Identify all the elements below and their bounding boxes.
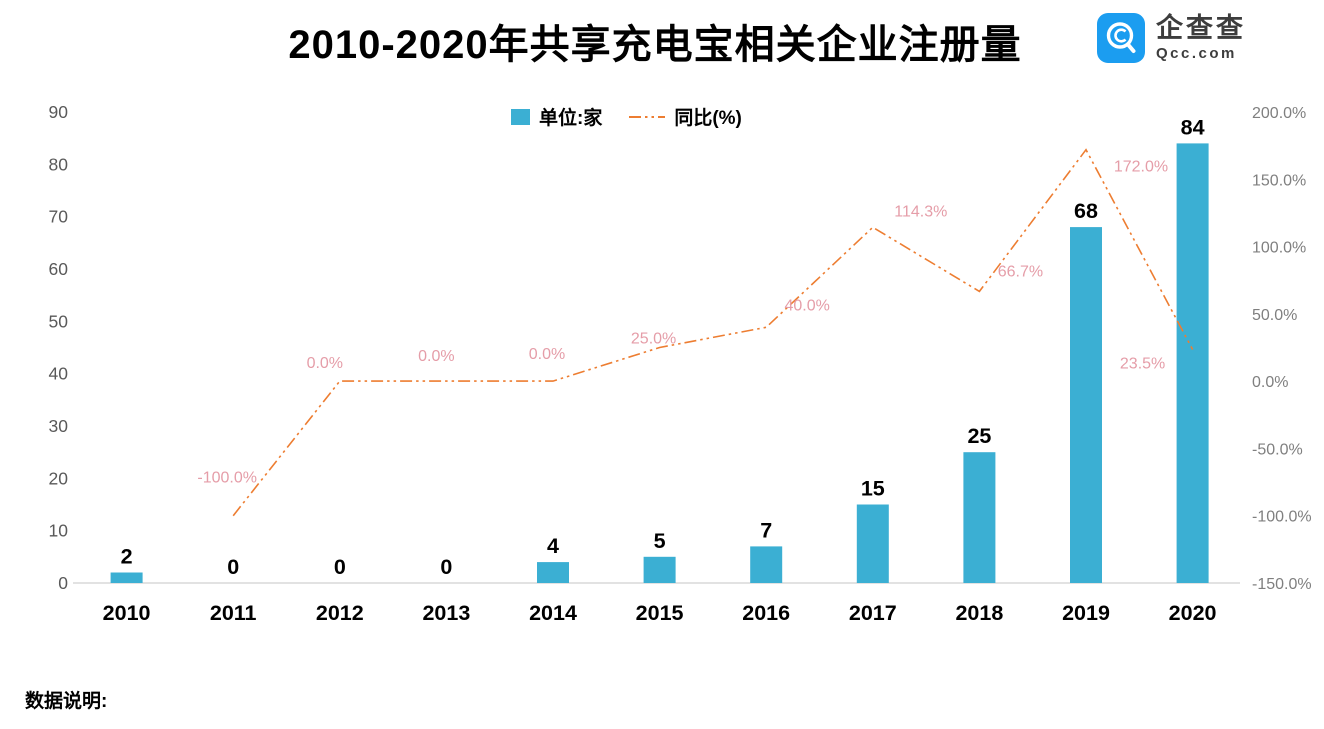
qcc-logo-icon	[1097, 13, 1145, 63]
left-axis-tick: 30	[49, 416, 69, 436]
right-axis-tick: 50.0%	[1252, 307, 1297, 324]
x-axis-category: 2019	[1062, 601, 1110, 625]
bar-2019	[1070, 227, 1102, 583]
x-axis-category: 2012	[316, 601, 364, 625]
right-axis-tick: -100.0%	[1252, 509, 1312, 526]
x-axis-category: 2013	[422, 601, 470, 625]
yoy-value-label: 114.3%	[894, 203, 947, 220]
yoy-value-label: 0.0%	[418, 348, 454, 365]
yoy-value-label: 66.7%	[998, 263, 1043, 280]
yoy-line	[232, 148, 1194, 517]
data-notes: 数据说明: 1、仅统计关键词为“共享充电宝”的企业 2、统计时间 2021/3/…	[25, 634, 421, 729]
bar-value-label: 0	[334, 555, 346, 579]
x-axis-category: 2018	[955, 601, 1003, 625]
yoy-value-label: 0.0%	[529, 346, 565, 363]
bar-value-label: 0	[227, 555, 239, 579]
left-axis-tick: 60	[49, 259, 69, 279]
x-axis-category: 2010	[103, 601, 151, 625]
bar-2015	[643, 556, 676, 583]
logo-domain: Qcc.com	[1156, 45, 1237, 62]
x-axis-category: 2016	[742, 601, 790, 625]
left-axis-tick: 70	[49, 207, 69, 227]
left-axis-tick: 0	[58, 573, 68, 593]
x-axis-category: 2017	[849, 601, 897, 625]
bar-value-label: 84	[1181, 115, 1205, 139]
left-axis-tick: 40	[49, 364, 69, 384]
logo-name: 企查查	[1156, 13, 1246, 43]
left-axis-tick: 80	[49, 154, 69, 174]
bar-legend-label: 单位:家	[539, 108, 603, 129]
bar-2017	[856, 504, 889, 583]
qcc-logo-text: 企查查 Qcc.com	[1156, 13, 1246, 62]
line-legend-swatch	[629, 115, 666, 118]
chart-legend: 单位:家 同比(%)	[511, 103, 742, 130]
right-axis-tick: 150.0%	[1252, 172, 1306, 189]
bar-2020	[1176, 143, 1209, 583]
bar-legend-swatch	[511, 108, 530, 125]
line-legend-label: 同比(%)	[674, 108, 742, 129]
yoy-value-label: 40.0%	[785, 297, 830, 314]
right-axis-tick: 0.0%	[1252, 374, 1288, 391]
yoy-value-label: 25.0%	[631, 331, 676, 348]
bar-value-label: 68	[1074, 199, 1098, 223]
bar-value-label: 5	[654, 529, 666, 553]
bar-2010	[110, 572, 143, 583]
x-axis-category: 2011	[210, 601, 257, 625]
bar-value-label: 15	[861, 477, 885, 501]
bar-2014	[537, 562, 569, 583]
bar-value-label: 25	[967, 424, 991, 448]
left-axis-tick: 10	[49, 521, 69, 541]
notes-heading: 数据说明:	[25, 691, 108, 712]
x-axis-category: 2014	[529, 601, 577, 625]
qcc-logo: 企查查 Qcc.com	[1097, 13, 1246, 63]
yoy-value-label: -100.0%	[197, 470, 257, 487]
x-axis-category: 2020	[1169, 601, 1217, 625]
right-axis-tick: 100.0%	[1252, 240, 1306, 257]
right-axis-tick: -150.0%	[1252, 576, 1312, 593]
left-axis-tick: 90	[49, 102, 69, 122]
bar-value-label: 4	[547, 534, 559, 558]
right-axis-tick: -50.0%	[1252, 441, 1303, 458]
bar-2018	[963, 452, 996, 583]
bar-2016	[750, 546, 783, 583]
yoy-value-label: 172.0%	[1114, 159, 1168, 176]
bar-value-label: 7	[760, 518, 772, 542]
yoy-value-label: 0.0%	[307, 355, 343, 372]
x-axis-category: 2015	[636, 601, 684, 625]
bar-value-label: 2	[121, 545, 133, 569]
page-title: 2010-2020年共享充电宝相关企业注册量	[288, 23, 1022, 67]
right-axis-tick: 200.0%	[1252, 105, 1306, 122]
yoy-value-label: 23.5%	[1120, 356, 1165, 373]
left-axis-tick: 50	[49, 311, 69, 331]
bar-value-label: 0	[440, 555, 452, 579]
left-axis-tick: 20	[49, 468, 69, 488]
